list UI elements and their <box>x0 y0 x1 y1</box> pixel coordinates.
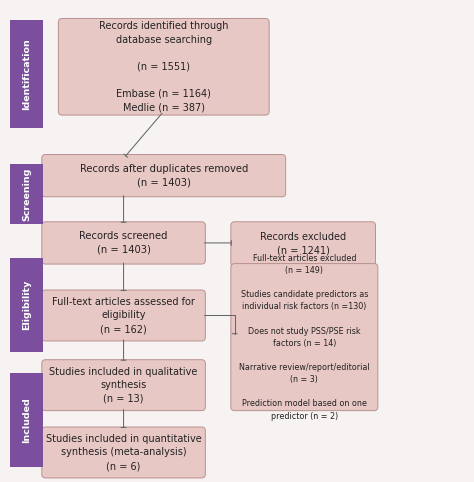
Text: Records identified through
database searching

(n = 1551)

Embase (n = 1164)
Med: Records identified through database sear… <box>99 21 228 113</box>
FancyBboxPatch shape <box>231 264 378 411</box>
Text: Full-text articles assessed for
eligibility
(n = 162): Full-text articles assessed for eligibil… <box>52 297 195 334</box>
FancyBboxPatch shape <box>42 427 205 478</box>
Text: Studies included in qualitative
synthesis
(n = 13): Studies included in qualitative synthesi… <box>49 367 198 404</box>
FancyBboxPatch shape <box>58 18 269 115</box>
Text: Records after duplicates removed
(n = 1403): Records after duplicates removed (n = 14… <box>80 164 248 187</box>
Text: Records excluded
(n = 1241): Records excluded (n = 1241) <box>260 232 346 256</box>
FancyBboxPatch shape <box>231 222 375 267</box>
Text: Eligibility: Eligibility <box>22 280 31 330</box>
FancyBboxPatch shape <box>42 155 286 197</box>
Text: Full-text articles excluded
(n = 149)

Studies candidate predictors as
individua: Full-text articles excluded (n = 149) St… <box>239 254 370 421</box>
Text: Records screened
(n = 1403): Records screened (n = 1403) <box>79 231 168 254</box>
FancyBboxPatch shape <box>10 373 43 467</box>
FancyBboxPatch shape <box>10 258 43 351</box>
FancyBboxPatch shape <box>42 290 205 341</box>
Text: Identification: Identification <box>22 38 31 110</box>
Text: Studies included in quantitative
synthesis (meta-analysis)
(n = 6): Studies included in quantitative synthes… <box>46 434 201 471</box>
FancyBboxPatch shape <box>10 164 43 224</box>
Text: Screening: Screening <box>22 167 31 221</box>
FancyBboxPatch shape <box>10 20 43 128</box>
Text: Included: Included <box>22 397 31 443</box>
FancyBboxPatch shape <box>42 222 205 264</box>
FancyBboxPatch shape <box>42 360 205 411</box>
